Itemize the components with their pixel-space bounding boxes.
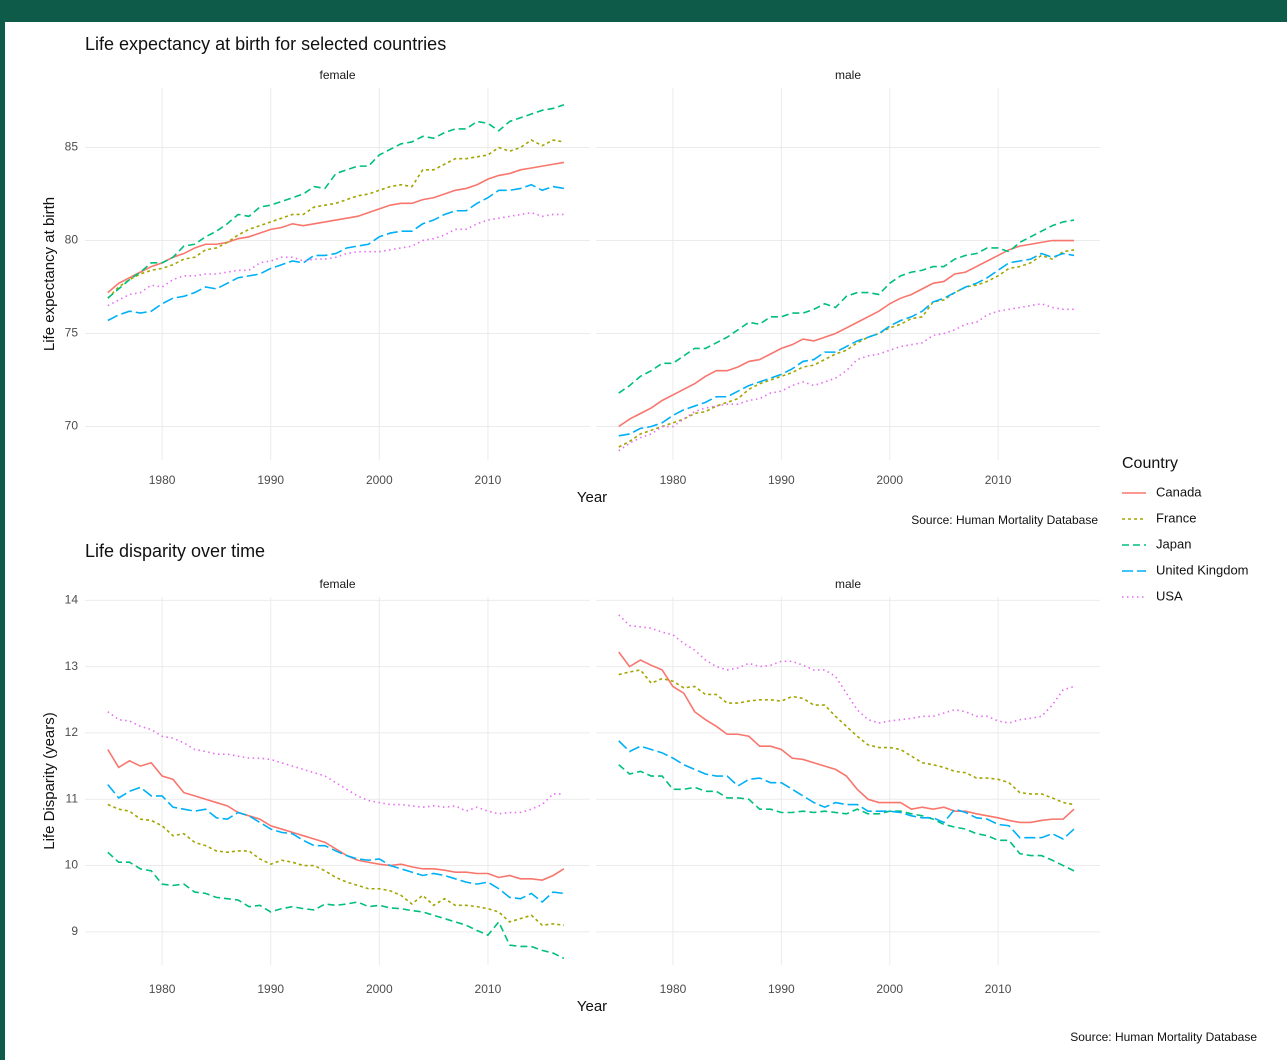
y-tick-label: 10 [65,858,79,872]
series-line [618,651,1075,824]
x-tick-label: 2000 [876,473,903,487]
x-tick-label: 1980 [660,473,687,487]
x-tick-label: 1990 [257,473,284,487]
series-line [618,219,1075,394]
facet-label: male [835,68,861,82]
legend-label: USA [1156,588,1183,603]
x-tick-label: 1980 [660,982,687,996]
series-line [107,103,565,299]
series-line [107,803,565,927]
header-bar [0,0,1287,22]
x-tick-label: 2010 [985,982,1012,996]
series-line [618,302,1074,452]
x-tick-label: 1980 [149,982,176,996]
y-tick-label: 11 [66,791,79,805]
left-border [0,0,5,1060]
x-axis-title: Year [577,489,607,506]
series-line [107,711,564,815]
series-line [107,211,564,307]
y-tick-label: 80 [65,233,79,247]
y-tick-label: 70 [65,419,79,433]
series-line [618,740,1075,840]
y-tick-label: 12 [65,725,79,739]
series-line [618,252,1075,437]
y-axis-title: Life expectancy at birth [41,197,58,351]
series-line [107,183,565,322]
source-note: Source: Human Mortality Database [911,513,1098,527]
y-axis-title: Life Disparity (years) [41,712,58,850]
x-tick-label: 2000 [876,982,903,996]
source-note: Source: Human Mortality Database [1070,1030,1257,1044]
series-line [107,139,565,299]
x-axis-title: Year [577,998,607,1015]
facet-label: female [319,577,355,591]
series-line [618,764,1075,872]
x-tick-label: 2000 [366,473,393,487]
legend-label: Japan [1156,536,1191,551]
series-line [107,851,565,960]
x-tick-label: 2010 [475,982,502,996]
legend-label: Canada [1156,484,1202,499]
y-tick-label: 9 [71,924,78,938]
x-tick-label: 2010 [985,473,1012,487]
y-tick-label: 85 [65,140,79,154]
text-layer: Life expectancy at birth for selected co… [41,34,1257,1044]
legend-title: Country [1122,455,1178,472]
grid-layer [85,88,1100,965]
x-tick-label: 2010 [475,473,502,487]
x-tick-label: 1990 [768,473,795,487]
series-line [618,614,1075,724]
legend-label: United Kingdom [1156,562,1249,577]
series-line [618,669,1075,806]
series-line [107,784,565,904]
legend-label: France [1156,510,1196,525]
x-tick-label: 2000 [366,982,393,996]
chart-title: Life expectancy at birth for selected co… [85,34,446,54]
x-tick-label: 1980 [149,473,176,487]
facet-label: female [319,68,355,82]
y-tick-label: 13 [65,659,79,673]
series-line [618,249,1075,448]
series-line [618,239,1074,428]
chart-title: Life disparity over time [85,541,265,561]
series-line [107,749,565,881]
y-tick-label: 75 [65,326,79,340]
x-tick-label: 1990 [257,982,284,996]
y-tick-label: 14 [65,592,79,606]
series-line [107,161,565,294]
lines-layer [107,103,1146,960]
x-tick-label: 1990 [768,982,795,996]
facet-label: male [835,577,861,591]
